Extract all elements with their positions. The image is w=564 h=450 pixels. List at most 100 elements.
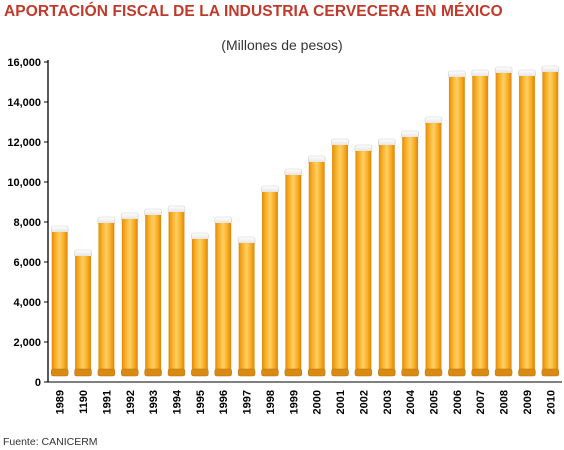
y-tick-label: 14,000 bbox=[7, 97, 41, 109]
bar-body bbox=[51, 232, 68, 372]
x-tick-label: 2003 bbox=[382, 390, 394, 414]
bar-body bbox=[495, 73, 512, 372]
bar-base bbox=[541, 368, 560, 377]
bar-1190 bbox=[74, 249, 92, 377]
bar-foam bbox=[50, 225, 69, 234]
x-tick-label: 1993 bbox=[148, 390, 160, 414]
bar-foam bbox=[74, 249, 92, 258]
y-tick-label: 6,000 bbox=[13, 257, 41, 269]
bar-base bbox=[471, 368, 489, 377]
bar-1989 bbox=[50, 225, 69, 377]
y-tick-label: 16,000 bbox=[7, 57, 41, 69]
x-tick-label: 1996 bbox=[218, 390, 230, 414]
bar-foam bbox=[471, 69, 489, 78]
bar-body bbox=[425, 123, 442, 372]
x-tick-label: 1991 bbox=[101, 390, 113, 414]
bar-body bbox=[355, 151, 372, 372]
bar-foam bbox=[284, 168, 303, 177]
bar-body bbox=[168, 212, 185, 372]
bar-foam bbox=[448, 70, 466, 79]
bar-foam bbox=[307, 155, 326, 164]
bar-foam bbox=[237, 236, 256, 245]
bar-body bbox=[98, 223, 115, 372]
bar-2000 bbox=[307, 155, 326, 377]
x-tick-label: 1997 bbox=[242, 390, 254, 414]
bar-body bbox=[238, 243, 255, 372]
bar-1998 bbox=[261, 185, 279, 377]
bar-base bbox=[191, 368, 209, 377]
bar-2002 bbox=[354, 144, 373, 377]
y-tick-label: 10,000 bbox=[7, 177, 41, 189]
bar-foam bbox=[354, 144, 373, 153]
bar-1991 bbox=[97, 216, 116, 377]
bar-body bbox=[191, 239, 208, 372]
bar-base bbox=[518, 368, 536, 377]
bar-body bbox=[472, 76, 489, 372]
bar-base bbox=[424, 368, 443, 377]
bar-2005 bbox=[424, 116, 443, 377]
bar-1992 bbox=[121, 212, 139, 377]
bar-base bbox=[494, 368, 513, 377]
bar-2006 bbox=[448, 70, 466, 377]
source-note: Fuente: CANICERM bbox=[3, 436, 98, 448]
bar-foam bbox=[97, 216, 116, 225]
bar-base bbox=[261, 368, 279, 377]
x-tick-label: 1190 bbox=[78, 390, 90, 414]
bar-body bbox=[308, 162, 325, 372]
bar-foam bbox=[167, 205, 186, 214]
bar-body bbox=[285, 175, 302, 372]
bar-body bbox=[121, 219, 138, 372]
bar-foam bbox=[424, 116, 443, 125]
y-tick-label: 8,000 bbox=[13, 217, 41, 229]
bar-1994 bbox=[167, 205, 186, 377]
y-tick-label: 4,000 bbox=[13, 297, 41, 309]
bar-base bbox=[74, 368, 92, 377]
bar-foam bbox=[378, 138, 396, 147]
x-tick-label: 2005 bbox=[429, 390, 441, 414]
bar-1999 bbox=[284, 168, 303, 377]
bar-base bbox=[237, 368, 256, 377]
x-tick-label: 2008 bbox=[499, 390, 511, 414]
bar-2010 bbox=[541, 65, 560, 377]
bar-body bbox=[378, 145, 395, 372]
bar-foam bbox=[121, 212, 139, 221]
bar-foam bbox=[191, 232, 209, 241]
bar-foam bbox=[214, 216, 232, 225]
bar-foam bbox=[144, 208, 162, 217]
bar-foam bbox=[401, 130, 419, 139]
chart-subtitle: (Millones de pesos) bbox=[221, 37, 343, 53]
bar-2009 bbox=[518, 69, 536, 377]
bar-foam bbox=[518, 69, 536, 78]
bar-base bbox=[448, 368, 466, 377]
x-tick-label: 2000 bbox=[312, 390, 324, 414]
x-tick-label: 2004 bbox=[405, 389, 417, 414]
x-tick-label: 1989 bbox=[55, 390, 67, 414]
bar-base bbox=[144, 368, 162, 377]
bar-body bbox=[262, 192, 278, 372]
bar-base bbox=[354, 368, 373, 377]
bar-2008 bbox=[494, 66, 513, 377]
bar-base bbox=[97, 368, 116, 377]
x-tick-label: 2010 bbox=[545, 390, 557, 414]
x-tick-label: 2001 bbox=[335, 390, 347, 414]
bar-2004 bbox=[401, 130, 419, 377]
y-tick-label: 2,000 bbox=[13, 337, 41, 349]
x-tick-label: 2007 bbox=[475, 390, 487, 414]
bar-base bbox=[284, 368, 303, 377]
bars-layer bbox=[50, 65, 560, 377]
axes: 1989 1190 1991 1992 1993 1994 1995 1996 1997 1998… bbox=[7, 57, 562, 414]
bar-1997 bbox=[237, 236, 256, 377]
bar-base bbox=[121, 368, 139, 377]
bar-body bbox=[145, 215, 162, 372]
bar-body bbox=[75, 256, 91, 372]
bar-foam bbox=[331, 138, 349, 147]
bar-base bbox=[307, 368, 326, 377]
x-tick-label: 2009 bbox=[522, 390, 534, 414]
bar-body bbox=[332, 145, 348, 372]
x-tick-label: 1998 bbox=[265, 390, 277, 414]
bar-base bbox=[378, 368, 396, 377]
bar-2007 bbox=[471, 69, 489, 377]
bar-foam bbox=[494, 66, 513, 75]
bar-1993 bbox=[144, 208, 162, 377]
